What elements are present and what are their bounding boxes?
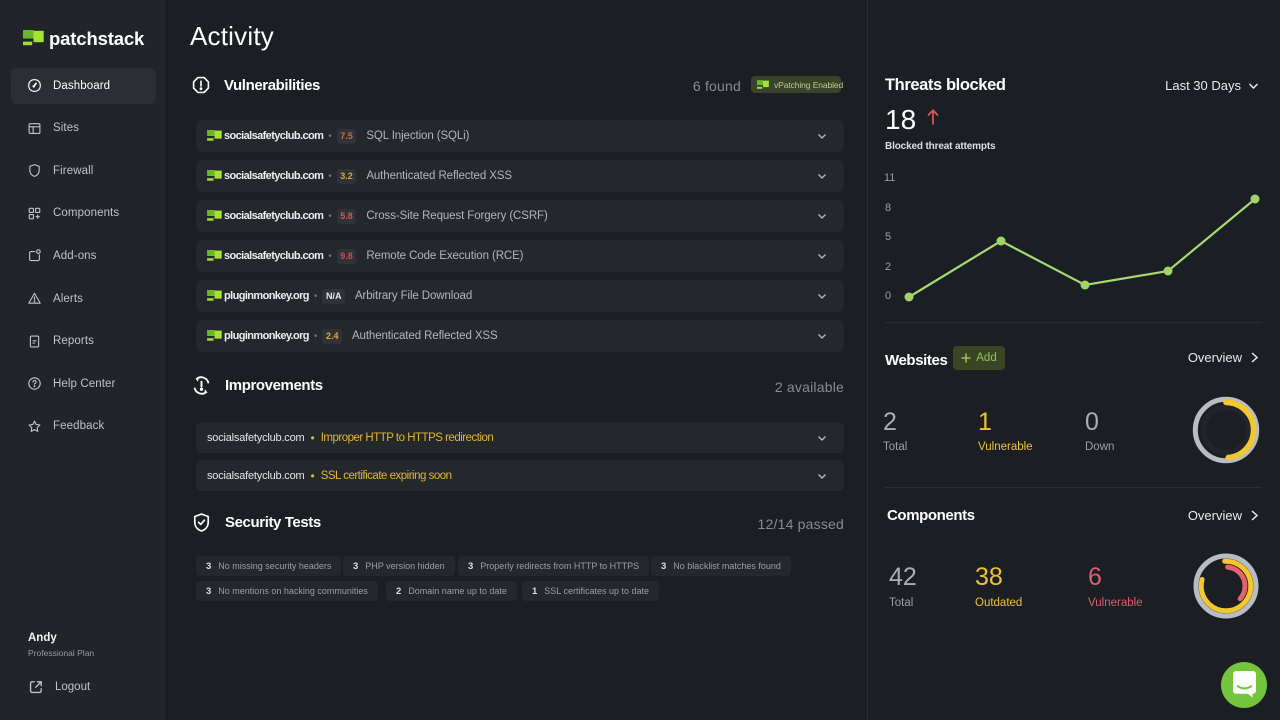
svg-text:2: 2 (885, 261, 891, 273)
svg-text:11: 11 (884, 172, 895, 184)
svg-text:0: 0 (885, 290, 891, 302)
svg-text:8: 8 (885, 202, 891, 214)
svg-text:5: 5 (885, 231, 891, 243)
